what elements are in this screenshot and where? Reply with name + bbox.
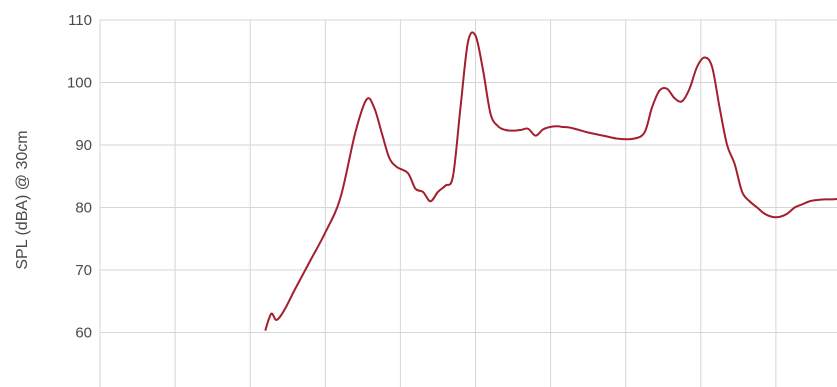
y-tick-label: 70 [75, 262, 92, 279]
y-tick-label: 80 [75, 200, 92, 217]
series-line [264, 31, 837, 331]
grid [99, 19, 837, 387]
y-tick-label: 110 [68, 12, 92, 29]
y-axis-label: SPL (dBA) @ 30cm [14, 130, 31, 269]
y-tick-labels: 110 100 90 80 70 60 [67, 12, 92, 342]
y-tick-label: 60 [75, 325, 92, 342]
y-tick-label: 100 [67, 75, 92, 92]
series-layer [264, 31, 837, 331]
y-tick-label: 90 [75, 137, 92, 154]
